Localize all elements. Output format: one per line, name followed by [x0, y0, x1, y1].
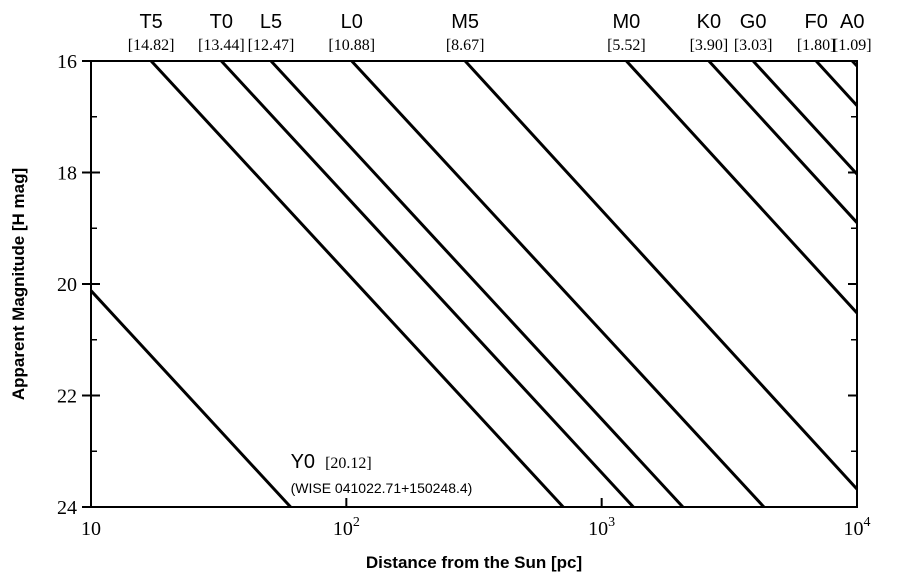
series-abs-mag-l0: [10.88]: [328, 37, 375, 54]
series-abs-mag-f0: [1.80]: [797, 37, 836, 54]
series-label-k0: K0: [697, 11, 721, 33]
x-tick-label: 103: [588, 515, 615, 540]
series-line-y0: [89, 289, 292, 509]
series-label-m5: M5: [451, 11, 479, 33]
y0-object-name: (WISE 041022.71+150248.4): [291, 480, 473, 496]
series-abs-mag-t5: [14.82]: [128, 37, 175, 54]
x-tick-label: 10: [81, 518, 101, 540]
series-line-g0: [752, 59, 859, 176]
y0-abs-mag: [20.12]: [325, 455, 372, 472]
y0-annotation-label: Y0 [20.12]: [291, 451, 372, 473]
series-line-m0: [625, 59, 859, 315]
series-line-k0: [707, 59, 859, 224]
y0-annotation: Y0 [20.12] (WISE 041022.71+150248.4): [291, 451, 473, 496]
series-line-t0: [220, 59, 635, 509]
minor-ticks: [91, 116, 857, 452]
y-tick-label: 24: [57, 497, 77, 519]
series-label-f0: F0: [805, 11, 828, 33]
y-tick-label: 16: [57, 51, 77, 73]
x-tick-label: 102: [333, 515, 360, 540]
y-tick-label: 22: [57, 386, 77, 408]
y-tick-label: 20: [57, 274, 77, 296]
series-label-t5: T5: [139, 11, 162, 33]
series-label-m0: M0: [613, 11, 641, 33]
series-label-g0: G0: [740, 11, 767, 33]
series-abs-mag-a0: [1.09]: [833, 37, 872, 54]
series-abs-mag-t0: [13.44]: [198, 37, 245, 54]
series-label-t0: T0: [210, 11, 233, 33]
series-lines: [89, 59, 859, 509]
x-axis-label: Distance from the Sun [pc]: [366, 553, 582, 572]
series-label-l0: L0: [341, 11, 363, 33]
series-abs-mag-l5: [12.47]: [248, 37, 295, 54]
series-labels: T5 [14.82] T0 [13.44] L5 [12.47] L0 [10.88] M5 [8…: [128, 11, 872, 54]
series-line-m5: [464, 59, 859, 491]
x-axis: 10 102 103 104: [81, 498, 871, 540]
series-line-t5: [150, 59, 565, 509]
series-abs-mag-k0: [3.90]: [690, 37, 729, 54]
plot-frame: [90, 60, 858, 508]
y0-spectral-type: Y0: [291, 451, 315, 473]
y-tick-label: 18: [57, 163, 77, 185]
series-abs-mag-g0: [3.03]: [734, 37, 773, 54]
plot-area: [90, 60, 858, 508]
series-abs-mag-m5: [8.67]: [446, 37, 485, 54]
series-label-l5: L5: [260, 11, 282, 33]
series-line-l0: [350, 59, 766, 509]
x-tick-label: 104: [844, 515, 871, 540]
series-label-a0: A0: [840, 11, 864, 33]
y-axis: 16 18 20 22 24: [57, 51, 857, 519]
y-axis-label: Apparent Magnitude [H mag]: [9, 168, 28, 400]
series-line-l5: [269, 59, 684, 509]
series-abs-mag-m0: [5.52]: [607, 37, 646, 54]
series-line-f0: [815, 59, 859, 107]
